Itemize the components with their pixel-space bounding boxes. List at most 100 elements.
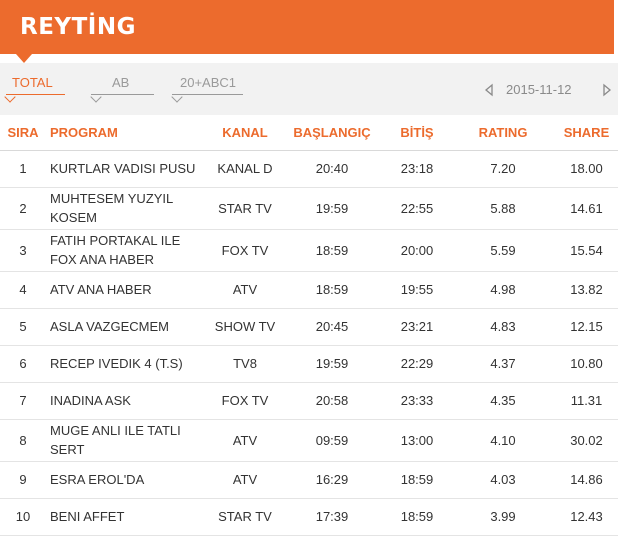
cell-rating: 4.03	[451, 461, 555, 499]
cell-rating: 4.10	[451, 419, 555, 462]
cell-program: ATV ANA HABER	[46, 271, 209, 309]
filter-bar: TOTAL AB 20+ABC1 2015-11-12	[0, 63, 618, 115]
selected-date: 2015-11-12	[506, 82, 572, 97]
cell-kanal: FOX TV	[209, 382, 281, 420]
cell-share: 18.00	[555, 150, 618, 188]
cell-program: INADINA ASK	[46, 382, 209, 420]
table-row: 7 INADINA ASK FOX TV 20:58 23:33 4.35 11…	[0, 382, 618, 420]
cell-bitis: 22:29	[383, 345, 451, 383]
table-row: 8 MUGE ANLI ILE TATLI SERT ATV 09:59 13:…	[0, 419, 618, 462]
cell-kanal: ATV	[209, 419, 281, 462]
cell-baslangic: 20:45	[281, 308, 383, 346]
tab-20abc1-underline	[172, 94, 243, 95]
chevron-left-icon[interactable]	[484, 83, 496, 97]
col-header-kanal[interactable]: KANAL	[209, 115, 281, 151]
cell-kanal: SHOW TV	[209, 308, 281, 346]
cell-baslangic: 18:59	[281, 229, 383, 272]
col-header-baslangic[interactable]: BAŞLANGIÇ	[281, 115, 383, 151]
cell-baslangic: 20:40	[281, 150, 383, 188]
cell-share: 14.61	[555, 187, 618, 230]
date-navigator: 2015-11-12	[484, 81, 614, 101]
cell-program: BENI AFFET	[46, 498, 209, 536]
tab-ab[interactable]: AB	[90, 75, 154, 103]
cell-rating: 4.37	[451, 345, 555, 383]
table-row: 9 ESRA EROL'DA ATV 16:29 18:59 4.03 14.8…	[0, 461, 618, 499]
table-row: 4 ATV ANA HABER ATV 18:59 19:55 4.98 13.…	[0, 271, 618, 309]
cell-rating: 4.35	[451, 382, 555, 420]
cell-sira: 3	[0, 229, 46, 272]
cell-baslangic: 09:59	[281, 419, 383, 462]
cell-sira: 1	[0, 150, 46, 188]
cell-bitis: 23:21	[383, 308, 451, 346]
cell-rating: 5.88	[451, 187, 555, 230]
cell-sira: 8	[0, 419, 46, 462]
cell-sira: 10	[0, 498, 46, 536]
cell-kanal: ATV	[209, 271, 281, 309]
cell-bitis: 19:55	[383, 271, 451, 309]
cell-bitis: 23:18	[383, 150, 451, 188]
cell-sira: 6	[0, 345, 46, 383]
tab-total[interactable]: TOTAL	[4, 75, 65, 103]
cell-share: 13.82	[555, 271, 618, 309]
cell-share: 15.54	[555, 229, 618, 272]
tab-total-underline	[6, 94, 65, 95]
cell-kanal: ATV	[209, 461, 281, 499]
cell-rating: 4.83	[451, 308, 555, 346]
table-header-row: SIRA PROGRAM KANAL BAŞLANGIÇ BİTİŞ RATIN…	[0, 115, 618, 151]
cell-rating: 4.98	[451, 271, 555, 309]
tab-20abc1[interactable]: 20+ABC1	[171, 75, 243, 103]
cell-baslangic: 19:59	[281, 187, 383, 230]
col-header-bitis[interactable]: BİTİŞ	[383, 115, 451, 151]
cell-share: 12.43	[555, 498, 618, 536]
cell-program: ESRA EROL'DA	[46, 461, 209, 499]
table-row: 5 ASLA VAZGECMEM SHOW TV 20:45 23:21 4.8…	[0, 308, 618, 346]
cell-kanal: STAR TV	[209, 187, 281, 230]
table-row: 1 KURTLAR VADISI PUSU KANAL D 20:40 23:1…	[0, 150, 618, 188]
cell-program: ASLA VAZGECMEM	[46, 308, 209, 346]
cell-share: 12.15	[555, 308, 618, 346]
cell-bitis: 18:59	[383, 461, 451, 499]
rating-table: SIRA PROGRAM KANAL BAŞLANGIÇ BİTİŞ RATIN…	[0, 115, 618, 536]
cell-kanal: TV8	[209, 345, 281, 383]
cell-program: RECEP IVEDIK 4 (T.S)	[46, 345, 209, 383]
cell-share: 30.02	[555, 419, 618, 462]
cell-baslangic: 19:59	[281, 345, 383, 383]
cell-share: 11.31	[555, 382, 618, 420]
col-header-share[interactable]: SHARE	[555, 115, 618, 151]
table-row: 6 RECEP IVEDIK 4 (T.S) TV8 19:59 22:29 4…	[0, 345, 618, 383]
cell-program: KURTLAR VADISI PUSU	[46, 150, 209, 188]
cell-bitis: 23:33	[383, 382, 451, 420]
cell-bitis: 13:00	[383, 419, 451, 462]
cell-sira: 2	[0, 187, 46, 230]
cell-bitis: 20:00	[383, 229, 451, 272]
cell-bitis: 22:55	[383, 187, 451, 230]
cell-program: FATIH PORTAKAL ILE FOX ANA HABER	[46, 229, 209, 272]
cell-baslangic: 18:59	[281, 271, 383, 309]
table-row: 3 FATIH PORTAKAL ILE FOX ANA HABER FOX T…	[0, 229, 618, 272]
tab-20abc1-label: 20+ABC1	[180, 75, 237, 90]
tab-ab-underline	[91, 94, 154, 95]
cell-kanal: FOX TV	[209, 229, 281, 272]
chevron-right-icon[interactable]	[602, 83, 614, 97]
page-title: REYTİNG	[20, 14, 136, 40]
col-header-rating[interactable]: RATING	[451, 115, 555, 151]
cell-baslangic: 16:29	[281, 461, 383, 499]
cell-sira: 5	[0, 308, 46, 346]
cell-program: MUHTESEM YUZYIL KOSEM	[46, 187, 209, 230]
cell-bitis: 18:59	[383, 498, 451, 536]
cell-sira: 4	[0, 271, 46, 309]
header-notch	[16, 54, 32, 63]
cell-rating: 7.20	[451, 150, 555, 188]
table-row: 10 BENI AFFET STAR TV 17:39 18:59 3.99 1…	[0, 498, 618, 536]
cell-sira: 7	[0, 382, 46, 420]
cell-baslangic: 20:58	[281, 382, 383, 420]
cell-rating: 3.99	[451, 498, 555, 536]
cell-baslangic: 17:39	[281, 498, 383, 536]
col-header-sira[interactable]: SIRA	[0, 115, 46, 151]
page-header: REYTİNG	[0, 0, 614, 54]
col-header-program[interactable]: PROGRAM	[46, 115, 209, 151]
tab-ab-label: AB	[112, 75, 130, 90]
cell-share: 10.80	[555, 345, 618, 383]
cell-kanal: STAR TV	[209, 498, 281, 536]
cell-kanal: KANAL D	[209, 150, 281, 188]
